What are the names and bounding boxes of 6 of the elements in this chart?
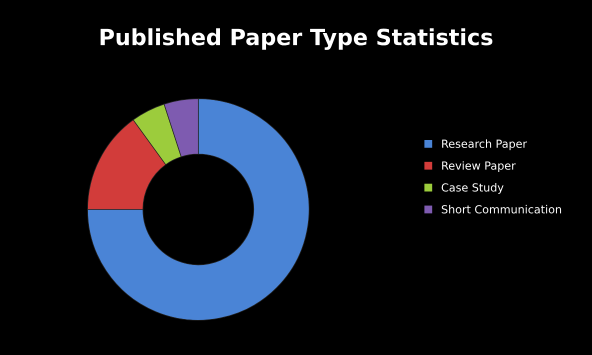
legend-label: Research Paper — [442, 139, 528, 150]
legend-label: Review Paper — [442, 161, 516, 172]
legend-label: Short Communication — [442, 204, 562, 214]
chart-title: Published Paper Type Statistics — [100, 28, 492, 50]
donut-slice — [87, 98, 310, 321]
legend-label: Case Study — [442, 183, 504, 194]
